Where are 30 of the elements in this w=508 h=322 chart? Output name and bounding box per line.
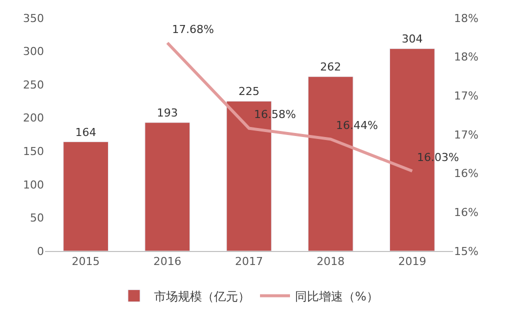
data-label: 262 xyxy=(320,60,342,74)
y-tick-label: 150 xyxy=(23,144,44,158)
bar xyxy=(63,142,108,251)
y2-tick-label: 15% xyxy=(454,244,478,258)
y-tick-label: 0 xyxy=(37,244,44,258)
data-label: 193 xyxy=(156,106,178,120)
y-tick-label: 350 xyxy=(23,12,44,25)
x-tick-label: 2017 xyxy=(235,255,263,268)
x-tick-label: 2015 xyxy=(72,255,100,268)
x-tick-label: 2018 xyxy=(316,255,345,268)
y2-tick-label: 18% xyxy=(454,12,478,25)
y2-tick-label: 16% xyxy=(454,206,478,220)
legend-label: 市场规模（亿元） xyxy=(154,289,250,304)
y2-tick-label: 17% xyxy=(454,90,478,103)
y2-tick-label: 17% xyxy=(454,128,478,142)
data-label: 225 xyxy=(238,85,260,98)
y2-tick-label: 18% xyxy=(454,50,478,64)
y-tick-label: 250 xyxy=(23,78,44,92)
y-tick-label: 50 xyxy=(30,212,44,225)
x-tick-label: 2016 xyxy=(153,255,182,268)
y2-tick-label: 16% xyxy=(454,167,478,180)
y-tick-label: 300 xyxy=(23,45,44,58)
legend-label: 同比增速（%） xyxy=(295,289,378,304)
data-label: 304 xyxy=(402,32,423,46)
data-label: 17.68% xyxy=(172,23,214,36)
data-label: 164 xyxy=(75,126,96,139)
y-tick-label: 100 xyxy=(23,178,44,192)
x-tick-label: 2019 xyxy=(398,255,426,268)
y-tick-label: 200 xyxy=(23,112,44,125)
bar xyxy=(144,122,190,251)
